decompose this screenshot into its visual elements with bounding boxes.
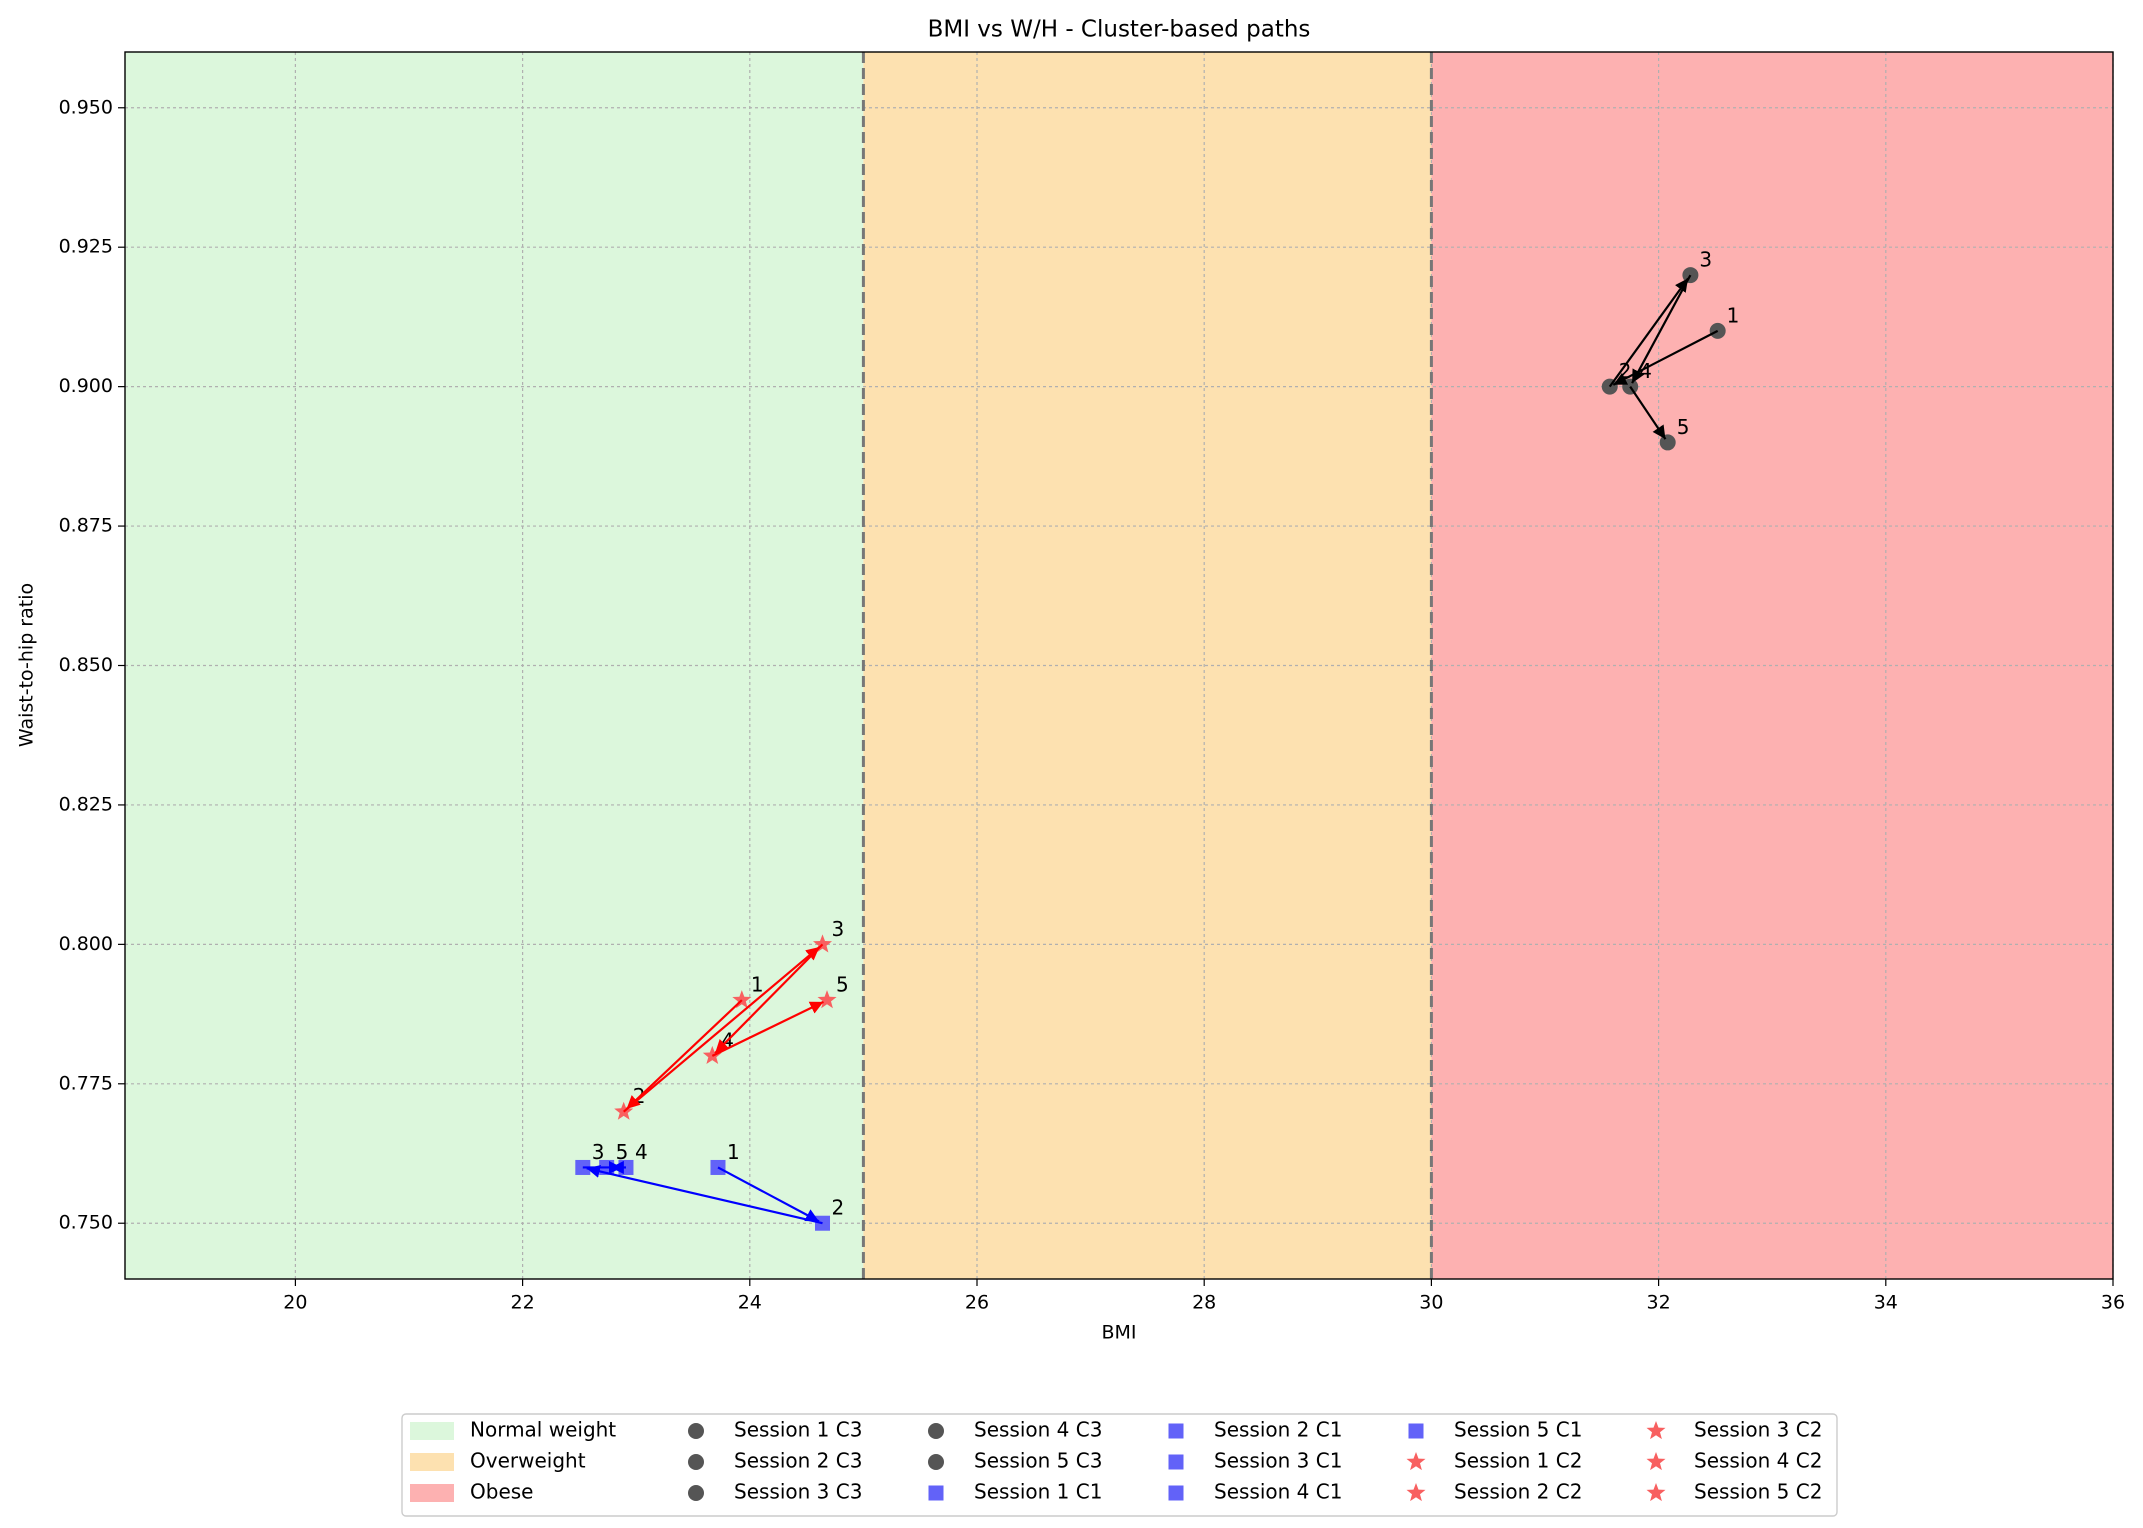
legend-marker [928, 1485, 944, 1501]
arrow [1631, 274, 1692, 384]
legend-frame [401, 1413, 1838, 1517]
point-label: 3 [592, 1140, 605, 1164]
legend-swatch [410, 1453, 454, 1471]
legend: Normal weight Overweight Obese Session 1 C3… [401, 1413, 1838, 1517]
legend-marker [1406, 1452, 1426, 1471]
point-label: 1 [1727, 303, 1740, 327]
point [1659, 434, 1676, 451]
legend-label: Session 5 C3 [974, 1449, 1102, 1473]
arrow [622, 946, 821, 1113]
x-tick-label: 32 [1647, 1292, 1671, 1314]
chart-title: BMI vs W/H - Cluster-based paths [928, 17, 1311, 43]
arrow [1629, 386, 1667, 440]
legend-label: Normal weight [470, 1418, 616, 1442]
point-label: 1 [751, 973, 764, 997]
x-tick-label: 30 [1419, 1292, 1443, 1314]
point-label: 4 [635, 1140, 648, 1164]
legend-marker [1168, 1423, 1184, 1439]
point [732, 990, 752, 1009]
legend-marker [688, 1485, 704, 1501]
y-tick-label: 0.950 [59, 96, 113, 118]
y-tick-label: 0.750 [59, 1212, 113, 1234]
x-tick-label: 24 [738, 1292, 762, 1314]
legend-label: Overweight [470, 1449, 586, 1473]
arrow [711, 1000, 824, 1057]
legend-marker [1646, 1452, 1666, 1471]
point-label: 5 [1677, 415, 1690, 439]
legend-marker [1646, 1483, 1666, 1502]
point-label: 1 [727, 1140, 740, 1164]
x-tick-label: 34 [1874, 1292, 1898, 1314]
x-tick-label: 20 [283, 1292, 307, 1314]
x-axis-label: BMI [1101, 1322, 1136, 1344]
arrow [714, 943, 824, 1054]
legend-label: Session 5 C2 [1694, 1480, 1822, 1504]
y-tick-label: 0.850 [59, 654, 113, 676]
legend-marker [1646, 1421, 1666, 1440]
legend-label: Session 5 C1 [1454, 1418, 1582, 1442]
legend-marker [928, 1454, 944, 1470]
legend-label: Session 3 C3 [734, 1480, 862, 1504]
arrow [717, 1166, 820, 1223]
y-tick-label: 0.775 [59, 1072, 113, 1094]
legend-swatch [410, 1484, 454, 1502]
legend-label: Session 1 C2 [1454, 1449, 1582, 1473]
legend-marker [1408, 1423, 1424, 1439]
legend-label: Session 4 C1 [1214, 1480, 1342, 1504]
zone [125, 52, 864, 1279]
x-tick-label: 22 [511, 1292, 535, 1314]
legend-label: Session 1 C1 [974, 1480, 1102, 1504]
x-tick-label: 28 [1192, 1292, 1216, 1314]
y-tick-label: 0.875 [59, 515, 113, 537]
point-label: 3 [832, 917, 845, 941]
arrow [625, 999, 743, 1110]
plot-frame [124, 51, 2114, 1280]
point-label: 5 [836, 973, 849, 997]
point [813, 934, 832, 953]
y-tick-label: 0.825 [59, 793, 113, 815]
legend-marker [928, 1423, 944, 1439]
legend-label: Session 3 C1 [1214, 1449, 1342, 1473]
arrow [1608, 277, 1689, 388]
legend-label: Session 2 C3 [734, 1449, 862, 1473]
legend-marker [688, 1423, 704, 1439]
legend-marker [1168, 1454, 1184, 1470]
point-label: 5 [616, 1140, 629, 1164]
legend-label: Session 4 C2 [1694, 1449, 1822, 1473]
arrow [1612, 329, 1719, 386]
legend-swatch [410, 1422, 454, 1440]
y-axis-label: Waist-to-hip ratio [16, 583, 38, 747]
arrow [586, 1164, 823, 1225]
x-tick-label: 36 [2101, 1292, 2125, 1314]
legend-label: Obese [470, 1480, 533, 1504]
legend-label: Session 2 C2 [1454, 1480, 1582, 1504]
legend-marker [1168, 1485, 1184, 1501]
y-tick-label: 0.925 [59, 236, 113, 258]
legend-label: Session 2 C1 [1214, 1418, 1342, 1442]
point [817, 990, 837, 1009]
point-label: 2 [832, 1196, 845, 1220]
legend-label: Session 1 C3 [734, 1418, 862, 1442]
point-label: 3 [1699, 248, 1712, 272]
legend-label: Session 3 C2 [1694, 1418, 1822, 1442]
legend-marker [1406, 1483, 1426, 1502]
legend-label: Session 4 C3 [974, 1418, 1102, 1442]
legend-marker [688, 1454, 704, 1470]
y-tick-label: 0.900 [59, 375, 113, 397]
x-tick-label: 26 [965, 1292, 989, 1314]
y-tick-label: 0.800 [59, 933, 113, 955]
